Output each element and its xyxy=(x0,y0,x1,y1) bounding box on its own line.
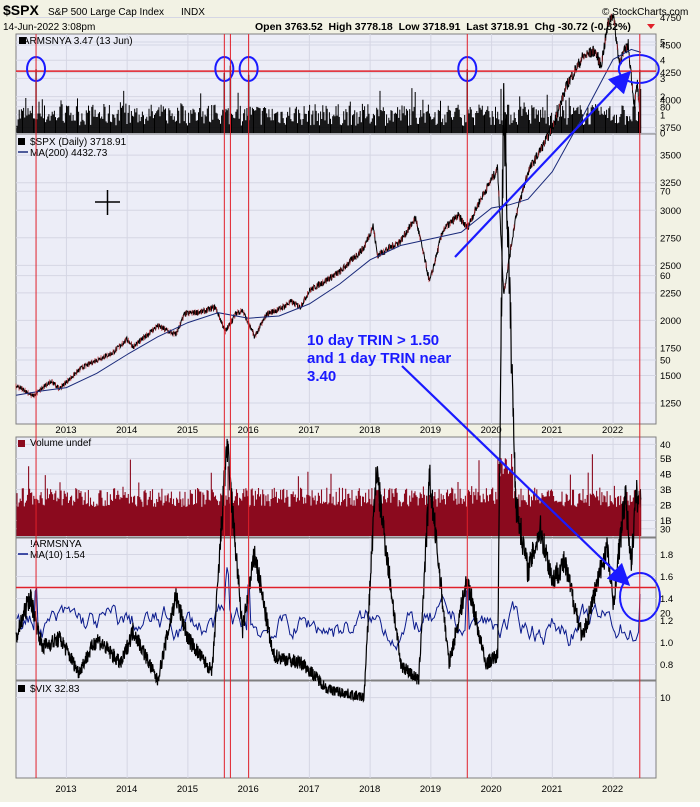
trin-ma-y-tick: 0.8 xyxy=(660,660,673,671)
x-axis-label-bottom: 2014 xyxy=(116,784,137,795)
vix-y-tick: 10 xyxy=(660,693,671,704)
x-axis-label-mid: 2015 xyxy=(177,425,198,436)
annotation-arrow-up xyxy=(454,70,632,258)
price-legend-swatch xyxy=(18,138,25,145)
trin-y-tick: 0 xyxy=(660,129,665,140)
x-axis-label-bottom: 2018 xyxy=(359,784,380,795)
volume-series-label: Volume undef xyxy=(30,438,91,449)
price-y-tick: 4250 xyxy=(660,68,681,79)
header-date: 14-Jun-2022 3:08pm xyxy=(3,22,95,33)
trin-y-tick: 3 xyxy=(660,74,665,85)
vix-line xyxy=(15,83,642,703)
price-series-label: $SPX (Daily) 3718.91 xyxy=(30,137,127,148)
x-axis-label-mid: 2018 xyxy=(359,425,380,436)
volume-y-tick: 2B xyxy=(660,501,672,512)
down-arrow-icon xyxy=(647,24,655,29)
vix-y-tick: 80 xyxy=(660,102,671,113)
price-y-tick: 3750 xyxy=(660,123,681,134)
volume-y-tick: 3B xyxy=(660,485,672,496)
trin-ma-y-tick: 1.0 xyxy=(660,638,673,649)
x-axis-label-mid: 2021 xyxy=(541,425,562,436)
header-name: S&P 500 Large Cap Index xyxy=(48,7,164,18)
price-y-tick: 4500 xyxy=(660,41,681,52)
x-axis-label-bottom: 2017 xyxy=(298,784,319,795)
x-axis-label-mid: 2014 xyxy=(116,425,137,436)
price-y-tick: 3500 xyxy=(660,151,681,162)
trin-ma-y-tick: 1.2 xyxy=(660,616,673,627)
price-y-tick: 2500 xyxy=(660,261,681,272)
price-y-tick: 2250 xyxy=(660,288,681,299)
x-axis-label-mid: 2017 xyxy=(298,425,319,436)
price-y-tick: 3000 xyxy=(660,206,681,217)
trin-ma-series-label: MA(10) 1.54 xyxy=(30,550,85,561)
x-axis-label-bottom: 2021 xyxy=(541,784,562,795)
trin-legend-swatch xyxy=(19,37,26,44)
vix-y-tick: 40 xyxy=(660,440,671,451)
price-y-tick: 2750 xyxy=(660,233,681,244)
volume-y-tick: 1B xyxy=(660,516,672,527)
x-axis-label-bottom: 2019 xyxy=(420,784,441,795)
annotation-line-1: 10 day TRIN > 1.50 xyxy=(307,332,439,349)
vix-series-label: $VIX 32.83 xyxy=(30,684,80,695)
x-axis-label-bottom: 2013 xyxy=(55,784,76,795)
price-y-tick: 1250 xyxy=(660,399,681,410)
vix-y-tick: 70 xyxy=(660,187,671,198)
vix-y-tick: 20 xyxy=(660,609,671,620)
vix-panel xyxy=(15,680,657,779)
price-y-tick: 1500 xyxy=(660,371,681,382)
ma-series-label: MA(200) 4432.73 xyxy=(30,148,108,159)
trin-ma-y-tick: 1.8 xyxy=(660,550,673,561)
price-y-tick: 4750 xyxy=(660,13,681,24)
volume-y-tick: 4B xyxy=(660,470,672,481)
x-axis-label-bottom: 2020 xyxy=(481,784,502,795)
trin-y-tick: 5 xyxy=(660,38,665,49)
price-y-tick: 1750 xyxy=(660,343,681,354)
trin-ma10-line xyxy=(16,567,641,652)
price-y-tick: 2000 xyxy=(660,316,681,327)
x-axis-label-bottom: 2015 xyxy=(177,784,198,795)
trin-ma-y-tick: 1.6 xyxy=(660,572,673,583)
x-axis-label-mid: 2019 xyxy=(420,425,441,436)
trin-ma-y-tick: 1.4 xyxy=(660,594,673,605)
trin-y-tick: 1 xyxy=(660,110,665,121)
annotation-line-2: and 1 day TRIN near xyxy=(307,350,451,367)
trin-series-label: !ARMSNYA 3.47 (13 Jun) xyxy=(20,36,133,47)
header-symbol: $SPX xyxy=(3,2,39,18)
header-watermark: © StockCharts.com xyxy=(602,7,688,18)
x-axis-label-mid: 2013 xyxy=(55,425,76,436)
vix-y-tick: 30 xyxy=(660,524,671,535)
x-axis-label-mid: 2022 xyxy=(602,425,623,436)
volume-legend-swatch xyxy=(18,440,25,447)
annotation-arrow-down xyxy=(401,365,631,587)
vix-y-tick: 50 xyxy=(660,356,671,367)
x-axis-label-bottom: 2022 xyxy=(602,784,623,795)
header-exchange: INDX xyxy=(181,7,205,18)
price-y-tick: 4000 xyxy=(660,96,681,107)
header-quote: Open 3763.52 High 3778.18 Low 3718.91 La… xyxy=(255,21,631,33)
trin-y-tick: 2 xyxy=(660,92,665,103)
annotation-line-3: 3.40 xyxy=(307,368,336,385)
x-axis-label-bottom: 2016 xyxy=(238,784,259,795)
x-axis-label-mid: 2020 xyxy=(481,425,502,436)
trin-ma-series-label: !ARMSNYA xyxy=(30,539,82,550)
trin-y-tick: 4 xyxy=(660,56,665,67)
vix-legend-swatch xyxy=(18,685,25,692)
vix-y-tick: 60 xyxy=(660,271,671,282)
volume-y-tick: 5B xyxy=(660,454,672,465)
spx-ma200-line xyxy=(15,48,642,396)
price-y-tick: 3250 xyxy=(660,178,681,189)
signal-circle xyxy=(617,54,660,84)
